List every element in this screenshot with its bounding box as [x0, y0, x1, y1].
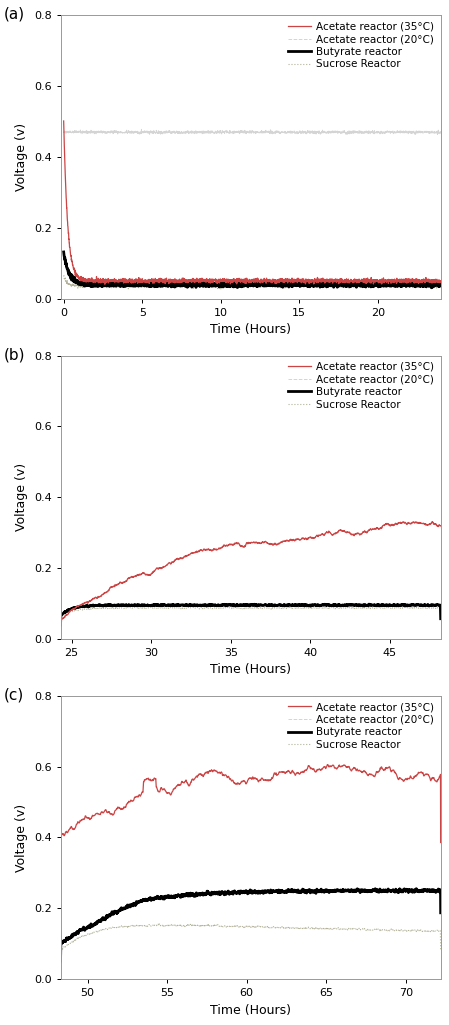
- Y-axis label: Voltage (v): Voltage (v): [15, 804, 28, 871]
- Text: (a): (a): [4, 7, 25, 22]
- Text: (b): (b): [4, 347, 25, 362]
- X-axis label: Time (Hours): Time (Hours): [210, 323, 291, 336]
- Legend: Acetate reactor (35°C), Acetate reactor (20°C), Butyrate reactor, Sucrose Reacto: Acetate reactor (35°C), Acetate reactor …: [284, 698, 439, 754]
- Legend: Acetate reactor (35°C), Acetate reactor (20°C), Butyrate reactor, Sucrose Reacto: Acetate reactor (35°C), Acetate reactor …: [284, 358, 439, 414]
- X-axis label: Time (Hours): Time (Hours): [210, 1003, 291, 1017]
- Legend: Acetate reactor (35°C), Acetate reactor (20°C), Butyrate reactor, Sucrose Reacto: Acetate reactor (35°C), Acetate reactor …: [284, 17, 439, 74]
- X-axis label: Time (Hours): Time (Hours): [210, 663, 291, 677]
- Y-axis label: Voltage (v): Voltage (v): [15, 123, 28, 191]
- Text: (c): (c): [4, 688, 24, 702]
- Y-axis label: Voltage (v): Voltage (v): [15, 463, 28, 531]
